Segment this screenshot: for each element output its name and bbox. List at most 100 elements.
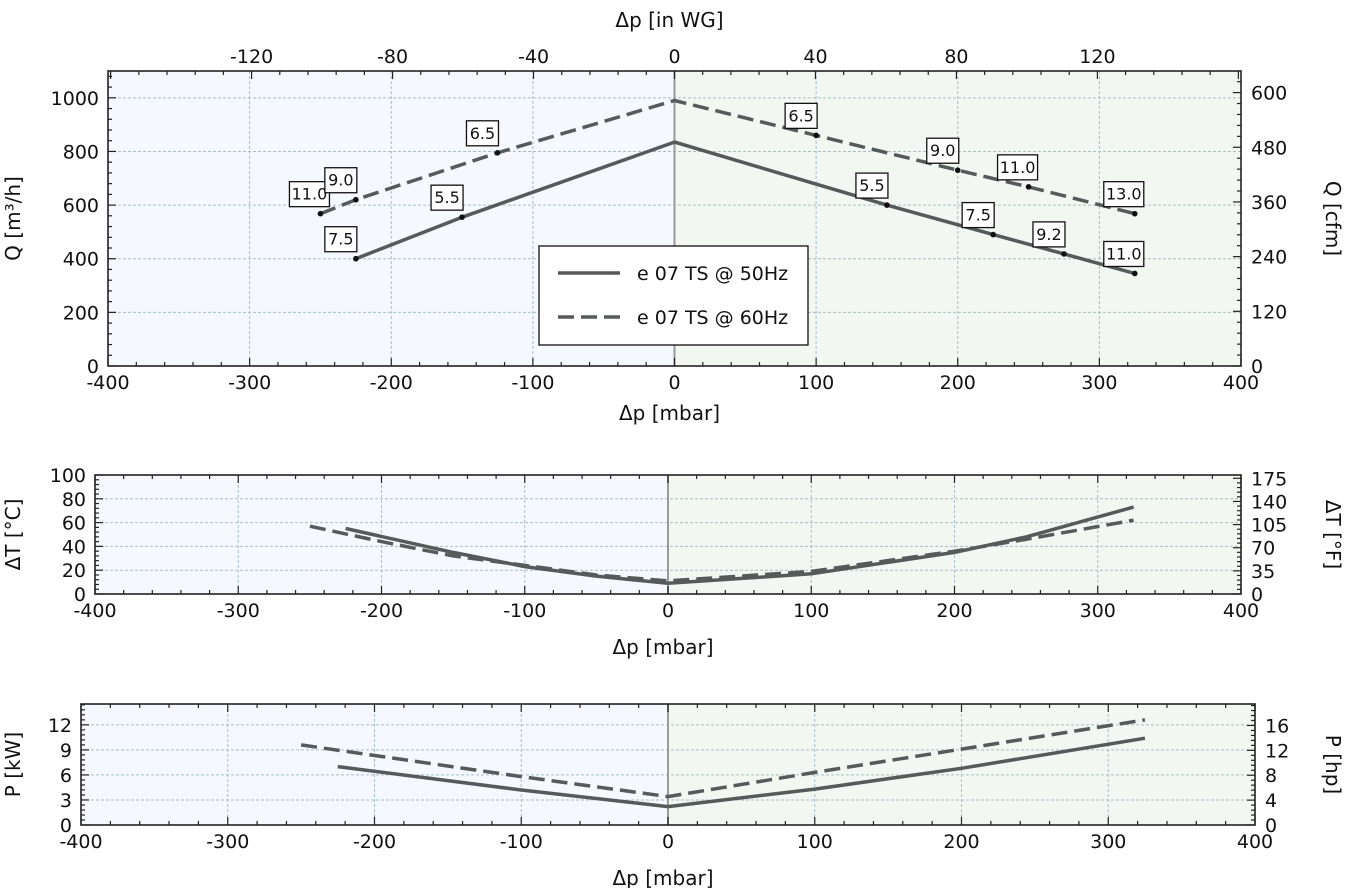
temp-y-tick-label: 60 (62, 513, 86, 535)
temp-x-tick-label: 100 (793, 600, 829, 622)
temp-x-axis-label: Δp [mbar] (613, 635, 714, 659)
legend-box (538, 245, 809, 346)
temp-ticks (94, 474, 1242, 595)
flow-x2-tick-label: -40 (518, 46, 549, 68)
operating-point-label-box (961, 201, 995, 229)
flow-x2-tick-label: 80 (944, 46, 968, 68)
operating-point-label: 9.2 (1036, 225, 1061, 244)
flow-x2-tick-label: -120 (230, 46, 273, 68)
temp-y-tick-label: 100 (50, 465, 86, 487)
operating-point-marker (459, 214, 465, 220)
flow-x-tick-label: 400 (1223, 372, 1259, 394)
legend: e 07 TS @ 50Hz e 07 TS @ 60Hz (538, 245, 809, 346)
power-x-tick-label: -100 (500, 831, 543, 853)
flow-annotations: 7.55.55.57.59.211.011.09.06.56.59.011.01… (288, 102, 1145, 277)
temp-y-tick-label: 0 (74, 584, 86, 606)
flow-y-axis-label: Q [m³/h] (1, 176, 25, 261)
flow-x2-tick-label: 40 (803, 46, 827, 68)
temp-y-tick-label: 40 (62, 536, 86, 558)
operating-point-marker (884, 202, 890, 208)
flow-y-tick-label: 0 (87, 356, 99, 378)
operating-point-marker (1061, 251, 1067, 257)
power-y-tick-label: 9 (60, 740, 72, 762)
operating-point-label: 9.0 (328, 171, 353, 190)
flow-y2-tick-label: 480 (1251, 137, 1287, 159)
operating-point-label: 11.0 (292, 185, 328, 204)
power-x-tick-label: -200 (353, 831, 396, 853)
operating-point-marker (353, 255, 359, 262)
flow-y2-tick-label: 600 (1251, 83, 1287, 105)
power-x-tick-label: 100 (797, 831, 833, 853)
power-y-tick-label: 12 (48, 715, 72, 737)
power-y-axis-label: P [kW] (1, 732, 25, 797)
temp-x-tick-label: -100 (503, 600, 546, 622)
operating-point-marker (1131, 210, 1138, 217)
operating-point-marker (494, 149, 501, 156)
operating-point-label: 6.5 (788, 106, 813, 125)
temp-x-tick-label: 400 (1223, 600, 1259, 622)
power-x-tick-label: 200 (943, 831, 979, 853)
operating-point-marker (954, 167, 961, 174)
temp-y2-tick-label: 140 (1251, 491, 1287, 513)
power-y-tick-label: 0 (60, 815, 72, 837)
operating-point-label-box (324, 167, 358, 194)
flow-x-tick-label: 300 (1081, 372, 1117, 394)
power-y2-tick-label: 16 (1265, 715, 1289, 737)
operating-point-label: 11.0 (1106, 244, 1142, 263)
temp-x-tick-label: -300 (217, 600, 260, 622)
operating-point-label-box (430, 184, 464, 211)
operating-point-marker (1025, 184, 1032, 190)
temp-y2-tick-label: 35 (1251, 561, 1275, 583)
legend-label: e 07 TS @ 60Hz (637, 307, 788, 329)
operating-point-marker (317, 210, 324, 217)
operating-point-label: 7.5 (965, 206, 990, 225)
temp-x-tick-label: -200 (360, 600, 403, 622)
flow-y-tick-label: 1000 (51, 88, 99, 110)
temp-y-tick-label: 20 (62, 560, 86, 582)
panel-flow: 7.55.55.57.59.211.011.09.06.56.59.011.01… (1, 8, 1345, 425)
temp-x-tick-label: -400 (73, 600, 116, 622)
panel-power: -400 -300 -200 -100 0 100 200 300 40003691204812… (1, 703, 1345, 890)
operating-point-label: 11.0 (1000, 158, 1036, 177)
power-x-tick-label: 0 (662, 831, 674, 853)
operating-point-label-box (784, 102, 818, 130)
operating-point-marker (353, 196, 359, 203)
operating-point-label-box (1032, 221, 1066, 248)
operating-point-label-box (288, 181, 331, 208)
panel-temp: -400 -300 -200 -100 0 100 200 300 40002040608010… (1, 465, 1345, 659)
power-tick-labels: -400 -300 -200 -100 0 100 200 300 40003691204812… (48, 715, 1289, 853)
temp-x-tick-label: 300 (1080, 600, 1116, 622)
power-ticks (80, 704, 1256, 826)
power-y2-axis-label: P [hp] (1321, 735, 1345, 794)
flow-x-tick-label: -200 (370, 372, 413, 394)
power-y2-tick-label: 8 (1265, 765, 1277, 787)
flow-x-tick-label: 100 (798, 372, 834, 394)
power-x-axis-label: Δp [mbar] (613, 866, 714, 888)
operating-point-label-box (1103, 240, 1145, 268)
flow-y2-tick-label: 0 (1251, 356, 1263, 378)
flow-y2-tick-label: 120 (1251, 301, 1287, 323)
operating-point-label-box (1103, 181, 1145, 208)
operating-point-label-box (855, 172, 889, 199)
operating-point-marker (990, 231, 996, 238)
temp-y-tick-label: 80 (62, 489, 86, 511)
operating-point-label: 7.5 (328, 230, 353, 249)
power-y2-tick-label: 0 (1265, 815, 1277, 837)
power-x-tick-label: 400 (1237, 831, 1273, 853)
power-x-tick-label: 300 (1090, 831, 1126, 853)
flow-tick-labels: -400 -300 -200 -100 0 100 200 300 40002004006008… (51, 46, 1288, 394)
flow-x-tick-label: -100 (511, 372, 554, 394)
temp-series-60hz-line (309, 518, 1134, 583)
operating-point-label-box (465, 120, 500, 147)
operating-point-label: 5.5 (434, 188, 459, 207)
flow-y2-tick-label: 240 (1251, 247, 1287, 269)
flow-y-tick-label: 400 (63, 249, 99, 271)
power-y-tick-label: 3 (60, 790, 72, 812)
operating-point-label-box (996, 154, 1039, 181)
temp-positive-region (668, 475, 1241, 594)
flow-x-tick-label: 200 (940, 372, 976, 394)
flow-x2-tick-label: -80 (377, 46, 408, 68)
flow-x-tick-label: -300 (228, 372, 271, 394)
operating-point-label-box (324, 226, 358, 253)
